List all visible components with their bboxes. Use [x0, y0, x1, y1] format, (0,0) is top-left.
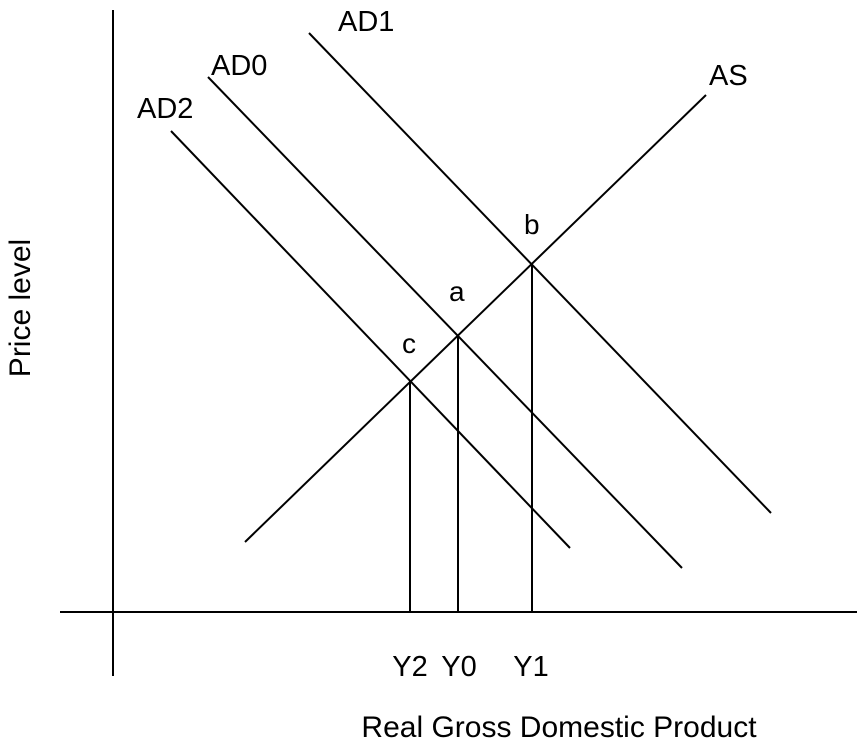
label-as: AS [709, 60, 748, 92]
x-axis-title: Real Gross Domestic Product [361, 711, 757, 744]
as-curve [244, 94, 707, 543]
point-label-b: b [524, 209, 540, 240]
ad1-curve [308, 32, 772, 514]
label-ad1: AD1 [338, 6, 394, 38]
point-label-a: a [449, 276, 465, 307]
y-axis-title: Price level [4, 239, 37, 377]
label-ad0: AD0 [211, 50, 267, 82]
tick-label-y1: Y1 [513, 651, 548, 683]
tick-label-y0: Y0 [441, 651, 476, 683]
point-label-c: c [402, 328, 416, 359]
tick-label-y2: Y2 [392, 651, 427, 683]
ad0-curve [207, 76, 683, 569]
ad2-curve [170, 130, 571, 549]
label-ad2: AD2 [137, 93, 193, 125]
